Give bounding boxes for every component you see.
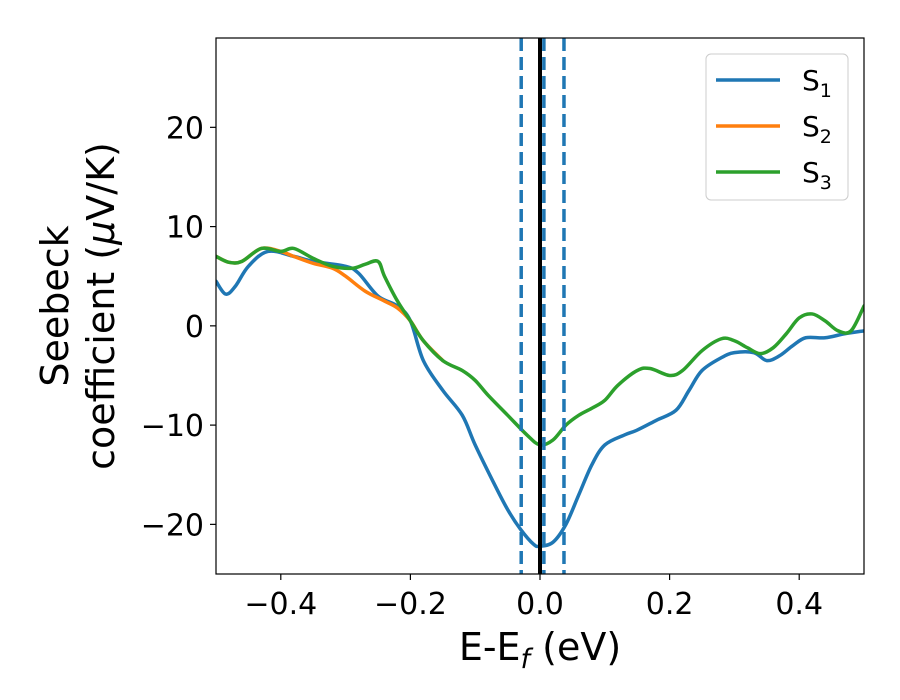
y-axis-title-line1: Seebeck xyxy=(33,225,77,386)
series-line-s3 xyxy=(216,246,864,447)
legend-label-s1: S1 xyxy=(802,64,832,102)
x-tick-label: 0.2 xyxy=(646,587,694,622)
y-axis-title-line2: coefficient (μV/K) xyxy=(79,142,123,470)
y-tick-label: 0 xyxy=(185,310,204,345)
x-tick-label: 0.0 xyxy=(516,587,564,622)
y-tick-label: −20 xyxy=(141,508,204,543)
x-axis-title: E-Ef (eV) xyxy=(459,625,621,675)
y-tick-label: 10 xyxy=(166,211,204,246)
y-tick-label: 20 xyxy=(166,111,204,146)
series-layer xyxy=(216,246,864,549)
legend-label-s2: S2 xyxy=(802,110,832,148)
x-tick-label: −0.4 xyxy=(244,587,317,622)
y-axis-ticks: −20 −10 0 10 20 xyxy=(141,111,216,543)
vertical-lines xyxy=(519,38,566,574)
x-axis-ticks: −0.4 −0.2 0.0 0.2 0.4 xyxy=(244,574,823,622)
legend: S1 S2 S3 xyxy=(705,53,849,201)
y-axis-title: Seebeck coefficient (μV/K) xyxy=(33,142,123,470)
legend-label-s3: S3 xyxy=(802,156,832,194)
x-tick-label: −0.2 xyxy=(374,587,447,622)
x-tick-label: 0.4 xyxy=(775,587,823,622)
y-tick-label: −10 xyxy=(141,409,204,444)
